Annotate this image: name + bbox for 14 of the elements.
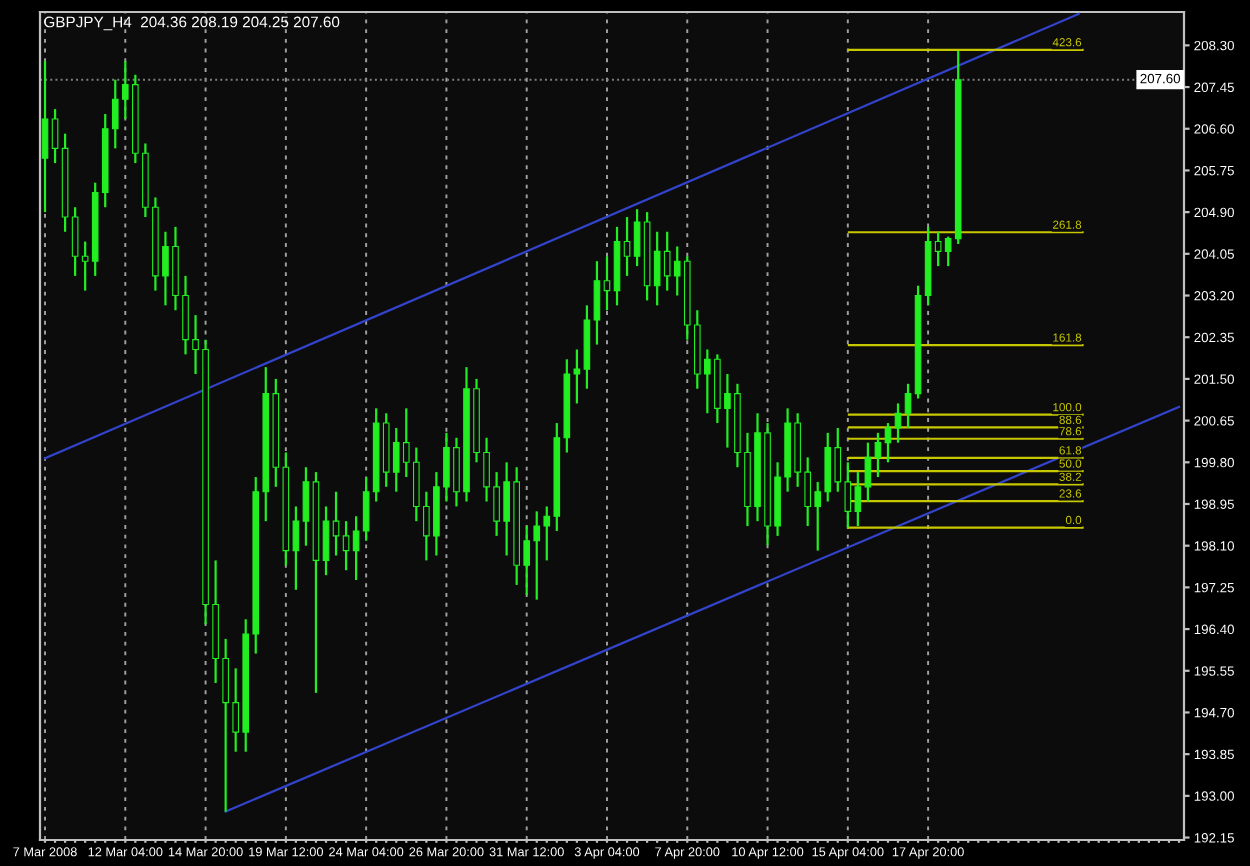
candlestick bbox=[41, 59, 49, 214]
candlestick bbox=[884, 421, 892, 464]
candlestick bbox=[302, 466, 310, 547]
candlestick bbox=[593, 260, 601, 346]
candlestick bbox=[603, 255, 611, 312]
candlestick bbox=[51, 108, 59, 165]
candlestick bbox=[623, 215, 631, 278]
candlestick bbox=[332, 490, 340, 557]
candlestick bbox=[342, 520, 350, 572]
candlestick bbox=[874, 431, 882, 479]
candlestick bbox=[904, 382, 912, 430]
candlestick bbox=[322, 505, 330, 577]
candlestick bbox=[894, 402, 902, 444]
candlestick bbox=[633, 208, 641, 268]
